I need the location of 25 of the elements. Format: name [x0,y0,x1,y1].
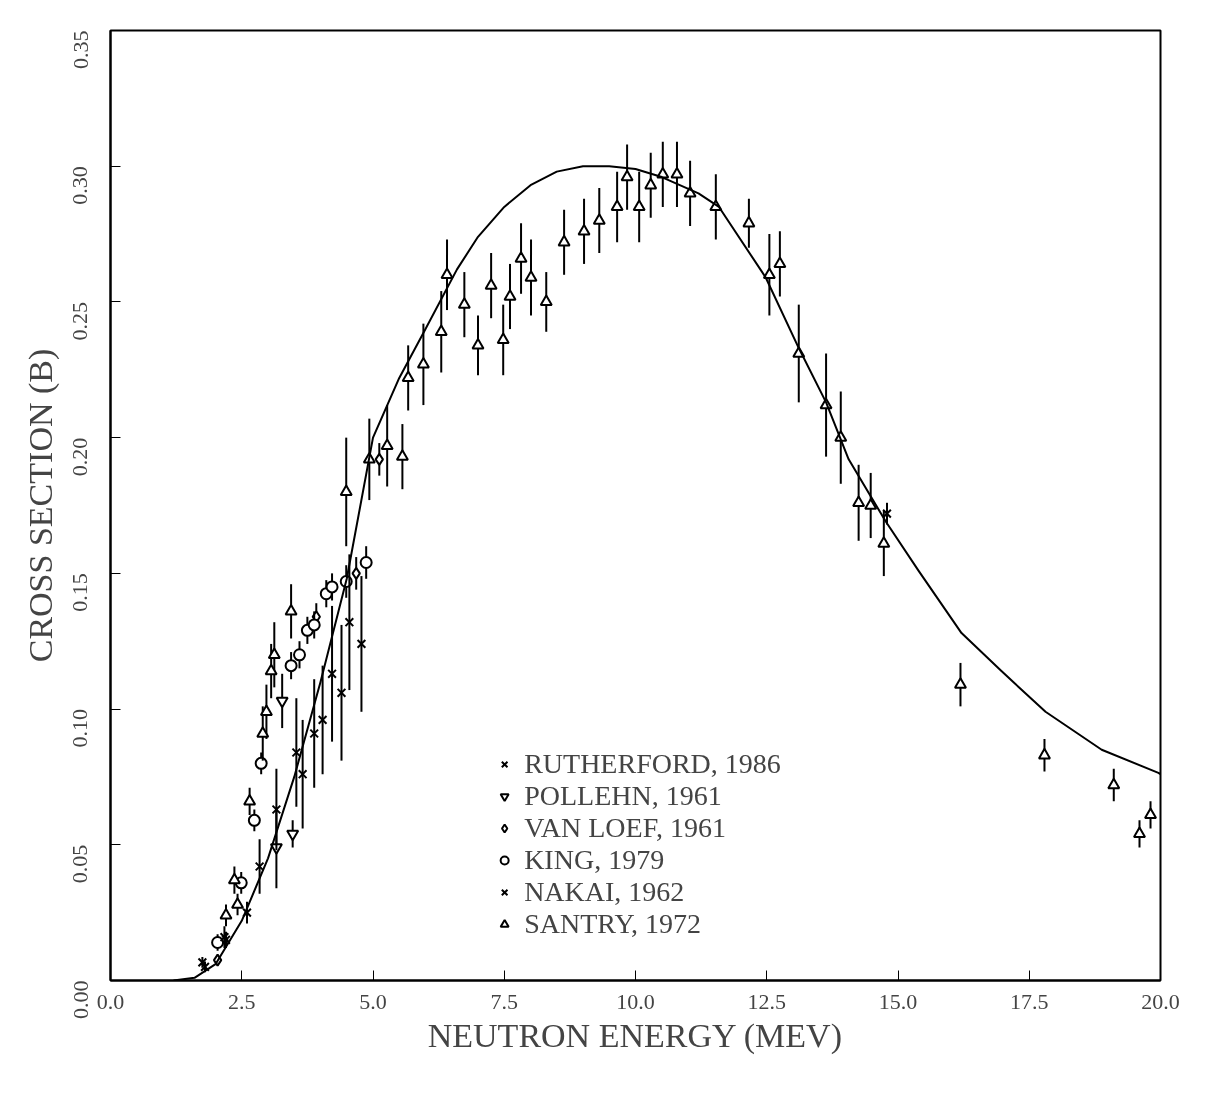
x-tick-label: 0.0 [96,988,125,1014]
y-tick-label: 0.00 [67,980,93,1019]
legend-label: POLLEHN, 1961 [524,780,722,812]
y-tick-label: 0.25 [67,301,93,341]
y-tick-label: 0.35 [67,30,93,69]
y-tick-label: 0.10 [67,709,93,748]
y-tick-label: 0.15 [67,573,93,612]
x-tick-label: 7.5 [490,988,518,1014]
x-tick-label: 2.5 [228,988,256,1014]
x-tick-label: 20.0 [1141,988,1180,1014]
y-tick-label: 0.20 [67,437,93,477]
y-axis-title: CROSS SECTION (B) [21,348,60,663]
legend-label: NAKAI, 1962 [524,876,685,908]
x-tick-label: 17.5 [1010,988,1049,1014]
x-tick-label: 5.0 [359,988,387,1014]
legend-label: VAN LOEF, 1961 [524,812,726,844]
x-tick-label: 10.0 [616,988,655,1014]
x-tick-label: 12.5 [747,988,786,1014]
legend-label: SANTRY, 1972 [524,908,702,940]
x-axis-title: NEUTRON ENERGY (MEV) [427,1016,842,1055]
y-tick-label: 0.05 [67,844,93,884]
legend-label: KING, 1979 [524,844,665,876]
legend-label: RUTHERFORD, 1986 [524,748,781,780]
y-tick-label: 0.30 [67,166,93,205]
x-tick-label: 15.0 [878,988,918,1014]
